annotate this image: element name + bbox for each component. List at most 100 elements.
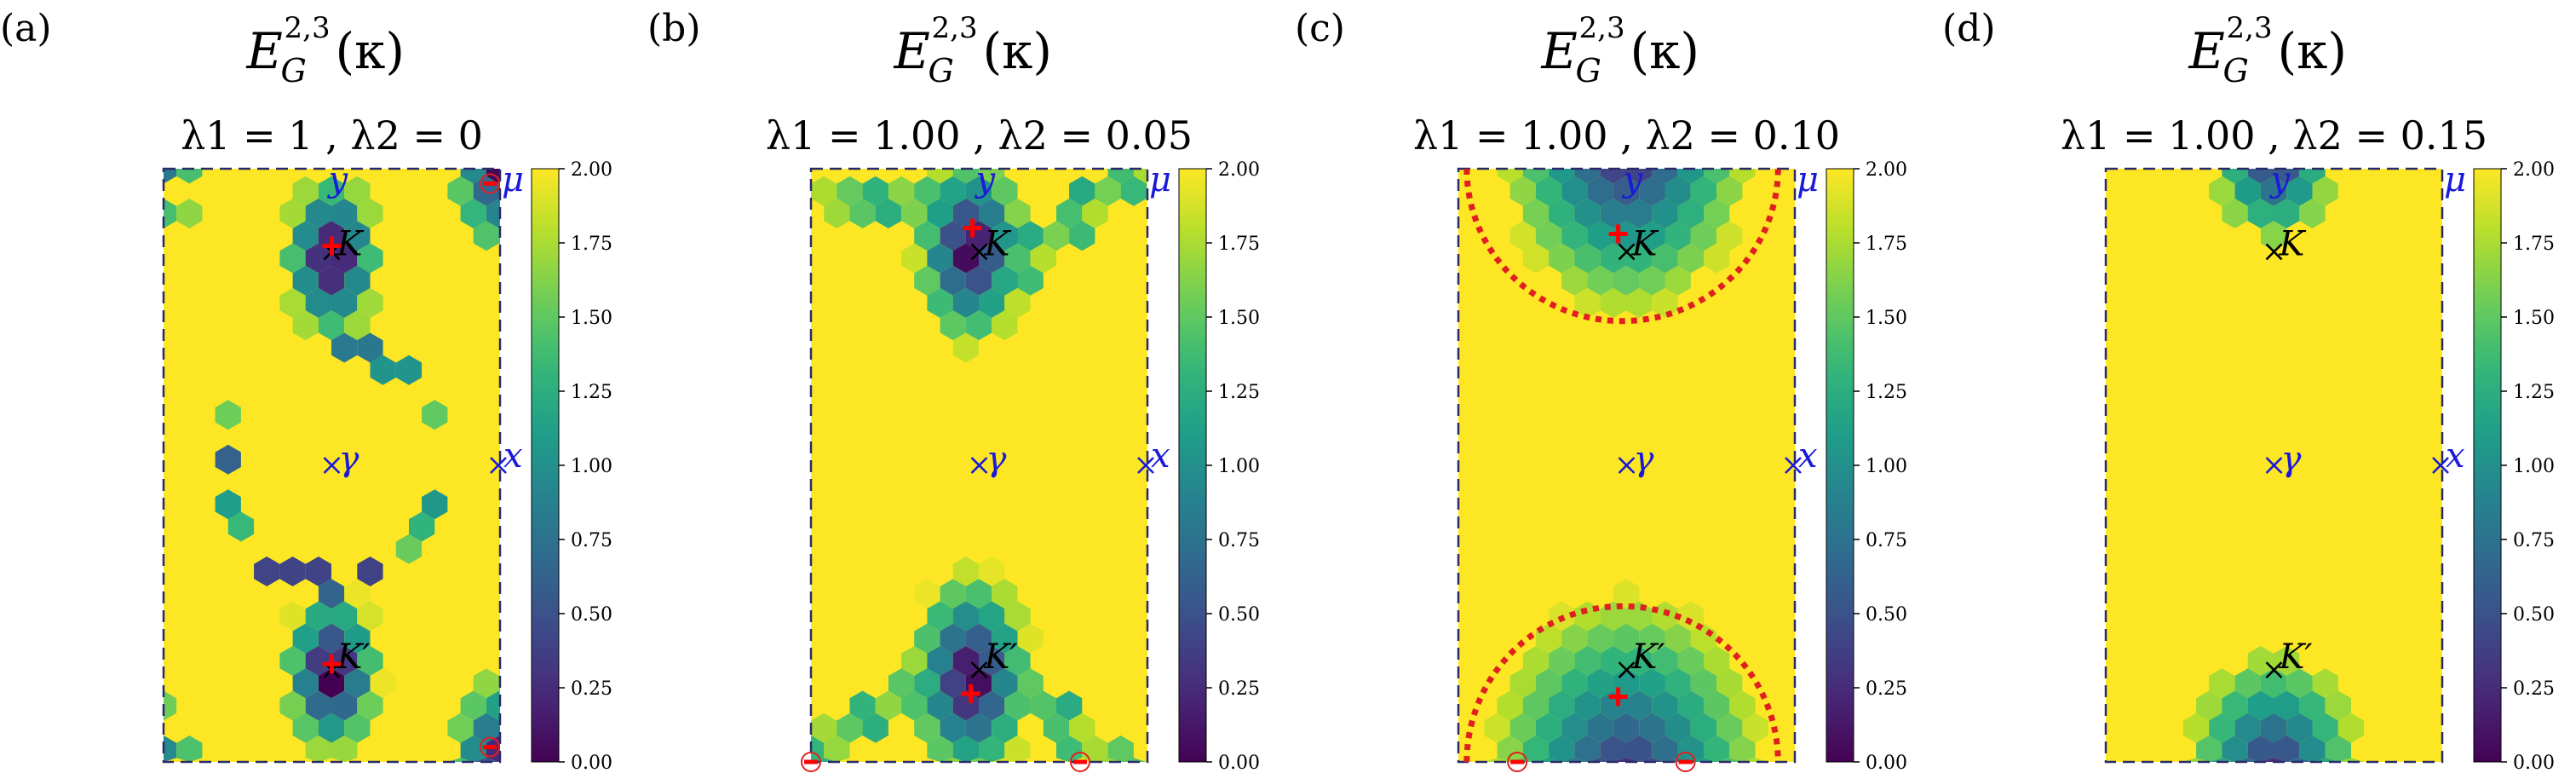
heatmap-cell xyxy=(979,557,1005,586)
heatmap-cell xyxy=(1561,221,1588,251)
heatmap-cell xyxy=(460,169,486,184)
heatmap-cell xyxy=(1082,199,1108,228)
heatmap-cell xyxy=(460,199,486,228)
colorbar-tick-label: 0.50 xyxy=(1218,604,1260,626)
gamma-marker xyxy=(2265,457,2283,474)
mu-point-label: μ xyxy=(1149,160,1171,199)
heatmap-cell xyxy=(952,332,979,363)
heatmap-cell xyxy=(1716,712,1743,743)
heatmap-cell xyxy=(1043,221,1070,251)
heatmap-cell xyxy=(164,690,177,721)
heatmap-cell xyxy=(1587,668,1613,699)
heatmap-cell xyxy=(1639,623,1665,654)
heatmap-cell xyxy=(486,199,500,228)
heatmap-cell xyxy=(1497,169,1523,184)
heatmap-cell xyxy=(331,601,358,632)
mu-point-label: μ xyxy=(502,160,524,199)
heatmap-cell xyxy=(305,646,331,676)
panel-label: (c) xyxy=(1295,7,1345,50)
colorbar-tick-label: 0.25 xyxy=(1218,678,1260,700)
heatmap-cell xyxy=(1004,736,1031,762)
heatmap-cell xyxy=(305,736,331,762)
heatmap-cell xyxy=(2234,712,2261,743)
heatmap-cell xyxy=(292,176,319,206)
colorbar-tick-label: 0.00 xyxy=(1866,753,1907,773)
heatmap-cell xyxy=(914,623,940,654)
heatmap-cell xyxy=(1107,736,1134,762)
y-point-label: y xyxy=(2269,160,2291,199)
heatmap-cell xyxy=(292,221,319,251)
red-ring-bottom-left xyxy=(801,752,821,772)
heatmap-cell xyxy=(473,758,499,762)
x-point-label: x xyxy=(503,436,523,476)
Kprime-marker xyxy=(2265,661,2283,679)
mu-point-label: μ xyxy=(1797,160,1819,199)
colorbar-tick-label: 1.75 xyxy=(571,234,612,255)
heatmap-cell xyxy=(395,534,423,564)
heatmap-cell xyxy=(1690,176,1717,206)
title-superscript: 2,3 xyxy=(932,11,978,45)
panel-label: (b) xyxy=(647,7,701,50)
heatmap-cell xyxy=(1677,601,1704,632)
heatmap-cell xyxy=(1716,668,1743,699)
title-argument: (κ) xyxy=(2278,22,2348,80)
heatmap-cell xyxy=(1742,712,1768,743)
brillouin-zone-boundary xyxy=(2104,167,2444,764)
heatmap-cell xyxy=(979,169,1005,184)
heatmap-cells xyxy=(164,169,500,762)
heatmap-cell xyxy=(1665,623,1691,654)
heatmap-cell xyxy=(914,712,940,743)
heatmap-cell xyxy=(164,736,177,762)
heatmap-cell xyxy=(344,579,371,609)
heatmap-cell xyxy=(952,736,979,762)
panel-subtitle: λ1 = 1 , λ2 = 0 xyxy=(181,112,483,159)
brillouin-zone-boundary xyxy=(1457,167,1797,764)
heatmap-cell xyxy=(1522,690,1550,721)
Kprime-label: K′ xyxy=(984,637,1018,677)
colorbar-tick-label: 1.25 xyxy=(1866,382,1907,403)
heatmap-cell xyxy=(1652,736,1678,762)
panel-title: E xyxy=(246,22,283,80)
heatmap-cell xyxy=(1549,646,1575,676)
heatmap-cell xyxy=(927,199,953,228)
colorbar-tick-label: 1.25 xyxy=(571,382,612,403)
heatmap-cell xyxy=(331,690,358,721)
heatmap-cell xyxy=(1600,646,1626,676)
heatmap-cell xyxy=(1069,176,1095,206)
dotted-circle-bottom xyxy=(1463,603,1781,763)
heatmap-cell xyxy=(1704,690,1730,721)
heatmap-cell xyxy=(279,243,306,274)
colorbar-tick-label: 0.00 xyxy=(2513,753,2555,773)
heatmap-cell xyxy=(2182,712,2210,743)
heatmap-cell xyxy=(1017,221,1044,251)
heatmap-cell xyxy=(1690,221,1717,251)
heatmap-cell xyxy=(1120,758,1147,762)
title-subscript: G xyxy=(2223,52,2249,89)
heatmap-cell xyxy=(2247,199,2274,228)
title-subscript: G xyxy=(1576,52,1601,89)
heatmap-cell xyxy=(1549,169,1575,184)
heatmap-cell xyxy=(473,668,499,699)
K-marker xyxy=(2265,243,2283,261)
heatmap-cell xyxy=(344,176,371,206)
heatmap-cell xyxy=(927,646,953,676)
heatmap-cell xyxy=(1069,221,1095,251)
heatmap-cell xyxy=(811,712,837,743)
heatmap-cell xyxy=(2299,169,2326,184)
Kprime-marker xyxy=(970,661,988,679)
heatmap-cell xyxy=(1004,288,1031,318)
heatmap-cell xyxy=(2222,169,2248,184)
heatmap-cell xyxy=(824,199,850,228)
heatmap-cell xyxy=(1082,736,1108,762)
title-superscript: 2,3 xyxy=(1579,11,1625,45)
heatmap-cell xyxy=(1522,169,1550,184)
title-argument: (κ) xyxy=(983,22,1053,80)
heatmap-cell xyxy=(862,712,888,743)
red-ring-bottom-right xyxy=(1675,752,1696,772)
panel-title: E xyxy=(1541,22,1578,80)
K-marker xyxy=(1618,243,1636,261)
colorbar-tick-label: 1.00 xyxy=(571,456,612,477)
heatmap-cell xyxy=(1587,712,1613,743)
heatmap-cell xyxy=(1017,265,1044,296)
heatmap-cell xyxy=(914,668,940,699)
